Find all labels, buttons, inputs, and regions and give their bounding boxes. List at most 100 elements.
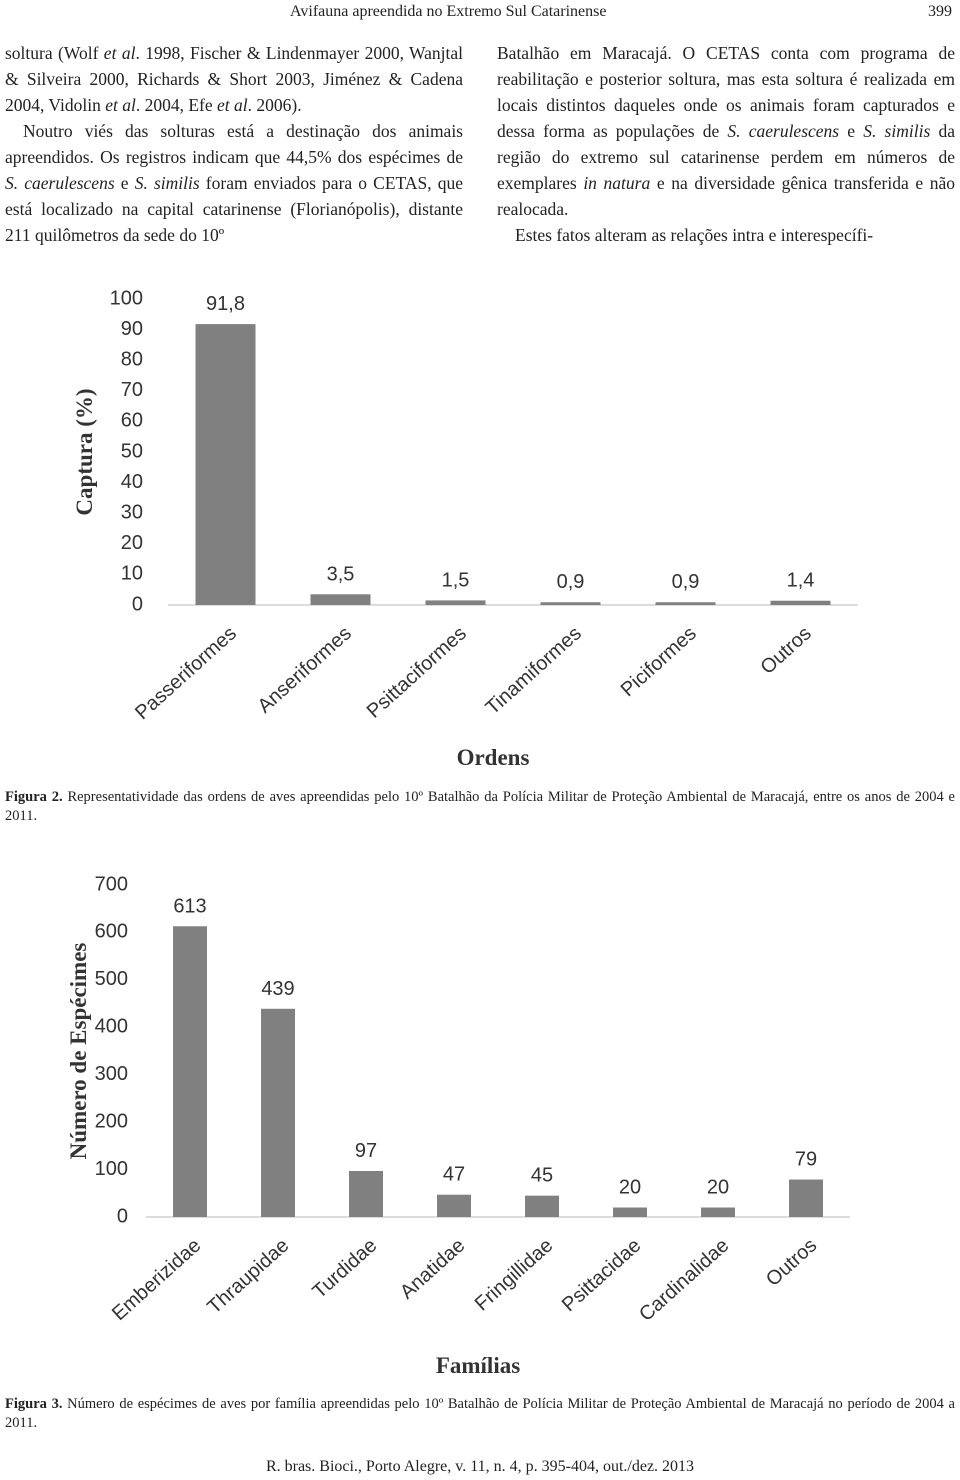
y-tick-label: 500 [95, 968, 128, 990]
bar [349, 1170, 383, 1217]
value-label: 1,4 [787, 570, 815, 592]
footer: R. bras. Bioci., Porto Alegre, v. 11, n.… [265, 1458, 695, 1475]
text-run: et al [103, 43, 136, 63]
text-run: soltura (Wolf [5, 43, 104, 63]
bar [655, 602, 716, 605]
text-run: . 1998, Fischer & Lindenmayer 2000, Wanj… [5, 43, 463, 115]
text-run: Estes fatos alteram as relações intra e … [515, 225, 874, 245]
page-number: 399 [928, 3, 952, 20]
x-tick-label: Cardinalidae [635, 1234, 733, 1325]
value-label: 45 [531, 1165, 553, 1187]
value-label: 439 [261, 978, 294, 1000]
bar [613, 1207, 647, 1217]
y-tick-label: 10 [121, 563, 143, 585]
y-tick-label: 60 [121, 410, 143, 432]
text-run: Noutro viés das solturas está a destinaç… [5, 121, 463, 167]
text-run: et al [217, 95, 248, 115]
text-run: in natura [583, 173, 651, 193]
y-tick-label: 100 [110, 287, 143, 309]
text-run: et al [105, 95, 136, 115]
text-run: . 2004, Efe [135, 95, 218, 115]
bar [173, 926, 207, 1217]
x-axis-title: Ordens [457, 745, 530, 770]
x-tick-label: Anseriformes [254, 622, 356, 717]
bar [701, 1207, 735, 1217]
y-tick-label: 70 [121, 379, 143, 401]
paragraph: Estes fatos alteram as relações intra e … [497, 222, 955, 248]
paragraph: soltura (Wolf et al. 1998, Fischer & Lin… [5, 40, 463, 118]
paragraph: Noutro viés das solturas está a destinaç… [5, 118, 463, 248]
text-run: foram enviados para o CETAS, que está lo… [5, 173, 463, 245]
caption: Figura 3. Número de espécimes de aves po… [5, 1395, 955, 1433]
value-label: 0,9 [557, 571, 585, 593]
y-tick-label: 30 [121, 501, 143, 523]
caption: Figura 2. Representatividade das ordens … [5, 788, 955, 826]
value-label: 613 [173, 895, 206, 917]
y-tick-label: 200 [95, 1110, 128, 1132]
text-run: S. similis [863, 121, 931, 141]
y-tick-label: 400 [95, 1016, 128, 1038]
value-label: 91,8 [206, 293, 245, 315]
x-tick-label: Piciformes [617, 622, 701, 701]
text-run: Representatividade das ordens de aves ap… [5, 789, 955, 824]
value-label: 1,5 [442, 569, 470, 591]
bar [310, 594, 371, 605]
text-run: S. caerulescens [727, 121, 840, 141]
y-tick-label: 40 [121, 471, 143, 493]
y-axis-title: Número de Espécimes [66, 943, 91, 1160]
x-tick-label: Fringillidae [471, 1234, 558, 1315]
y-tick-label: 300 [95, 1063, 128, 1085]
bar [425, 600, 486, 605]
value-label: 20 [707, 1177, 729, 1199]
value-label: 47 [443, 1164, 465, 1186]
text-run: . 2006). [247, 95, 302, 115]
bar [525, 1195, 559, 1217]
y-tick-label: 0 [117, 1205, 128, 1227]
running-title: Avifauna apreendida no Extremo Sul Catar… [290, 3, 607, 20]
y-tick-label: 0 [132, 593, 143, 615]
text-run: S. caerulescens [5, 173, 115, 193]
x-tick-label: Turdidae [309, 1234, 382, 1303]
x-tick-label: Psittacidae [558, 1234, 645, 1316]
text-run: e [839, 121, 864, 141]
y-tick-label: 100 [95, 1158, 128, 1180]
bar [261, 1008, 295, 1217]
right-column: Batalhão em Maracajá. O CETAS conta com … [497, 40, 955, 248]
value-label: 97 [355, 1140, 377, 1162]
paragraph: Batalhão em Maracajá. O CETAS conta com … [497, 40, 955, 222]
x-tick-label: Anatidae [396, 1234, 469, 1303]
bar [195, 324, 256, 605]
text-run: Figura 3. [5, 1396, 63, 1412]
x-tick-label: Thraupidae [203, 1234, 293, 1318]
bar [437, 1194, 471, 1217]
value-label: 79 [795, 1149, 817, 1171]
chart: 0 10 20 30 40 50 60 70 80 90 100 91,8 Passeriformes 3… [72, 287, 858, 770]
text-run: S. similis [134, 173, 200, 193]
text-run: Número de espécimes de aves por família … [5, 1396, 955, 1431]
chart: 0 100 200 300 400 500 600 700 613 Emberizidae 439 T… [66, 873, 850, 1378]
bar [789, 1179, 823, 1217]
x-tick-label: Outros [762, 1234, 821, 1291]
text-run: Figura 2. [5, 789, 63, 805]
y-tick-label: 20 [121, 532, 143, 554]
value-label: 20 [619, 1177, 641, 1199]
y-tick-label: 700 [95, 873, 128, 895]
y-tick-label: 50 [121, 440, 143, 462]
text-run: e na diversidade gênica transferida e nã… [497, 173, 955, 219]
value-label: 3,5 [327, 563, 355, 585]
bar [540, 602, 601, 605]
text-run: Batalhão em Maracajá. O CETAS conta com … [497, 43, 955, 141]
text-run: e [114, 173, 135, 193]
y-tick-label: 90 [121, 318, 143, 340]
bar [770, 600, 831, 605]
value-label: 0,9 [672, 571, 700, 593]
x-tick-label: Passeriformes [131, 622, 241, 724]
y-axis-title: Captura (%) [72, 388, 97, 515]
text-run: da região do extremo sul catarinense per… [497, 121, 955, 193]
x-tick-label: Outros [757, 622, 816, 679]
x-tick-label: Emberizidae [108, 1234, 205, 1325]
x-axis-title: Famílias [436, 1353, 520, 1378]
x-tick-label: Tinamiformes [482, 622, 586, 719]
y-tick-label: 600 [95, 921, 128, 943]
